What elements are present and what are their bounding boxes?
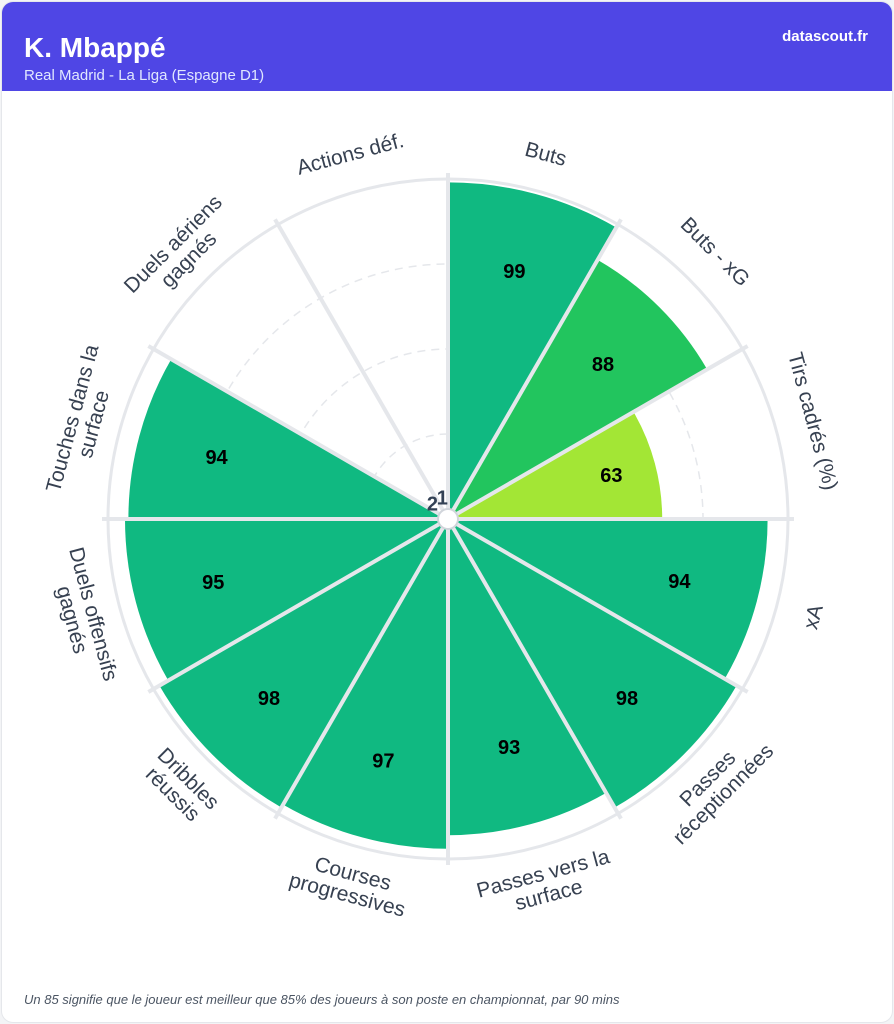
category-label-line: xA (799, 602, 828, 632)
category-label-line: Actions déf. (294, 129, 406, 180)
player-name: K. Mbappé (24, 32, 166, 63)
slice-4 (448, 519, 737, 808)
slice-separator (446, 218, 623, 520)
value-label: 63 (600, 465, 622, 487)
slice-9 (128, 359, 448, 519)
value-label: 97 (372, 750, 394, 772)
value-label: 1 (437, 488, 448, 510)
value-label: 99 (503, 261, 525, 283)
value-label: 95 (202, 572, 224, 594)
slice-separator (446, 517, 623, 820)
slice-3 (448, 519, 768, 679)
value-label: 94 (668, 571, 691, 593)
slice-8 (125, 519, 448, 681)
value-label: 88 (592, 354, 614, 376)
slice-6 (283, 519, 448, 849)
slice-5 (448, 519, 607, 836)
slice-separator (147, 344, 449, 521)
footer-note: Un 85 signifie que le joueur est meilleu… (24, 992, 620, 1007)
category-label-line: Buts (522, 138, 569, 171)
header: K. Mbappé Real Madrid - La Liga (Espagne… (2, 2, 892, 91)
category-label: Coursesprogressives (287, 847, 414, 921)
slice-separator (147, 517, 449, 694)
slice-separator (446, 344, 749, 521)
team-league: Real Madrid - La Liga (Espagne D1) (24, 67, 265, 84)
value-label: 98 (258, 688, 280, 710)
slice-separator (273, 517, 450, 820)
slice-2 (448, 411, 663, 519)
slice-separator (273, 218, 450, 520)
slice-0 (448, 182, 617, 519)
brand-link[interactable]: datascout.fr (782, 28, 868, 45)
category-label: xA (799, 602, 828, 632)
value-label: 93 (498, 737, 520, 759)
slice-7 (159, 519, 448, 808)
category-label: Actions déf. (294, 129, 406, 180)
category-label: Tirs cadrés (%) (783, 350, 842, 493)
value-label: 94 (205, 447, 228, 469)
value-label: 2 (427, 493, 438, 515)
category-label-line: Tirs cadrés (%) (783, 350, 842, 493)
slice-1 (448, 259, 708, 519)
center-hole (437, 508, 459, 530)
slice-separator (446, 517, 749, 694)
value-label: 98 (616, 688, 638, 710)
category-label: Buts (522, 138, 569, 171)
